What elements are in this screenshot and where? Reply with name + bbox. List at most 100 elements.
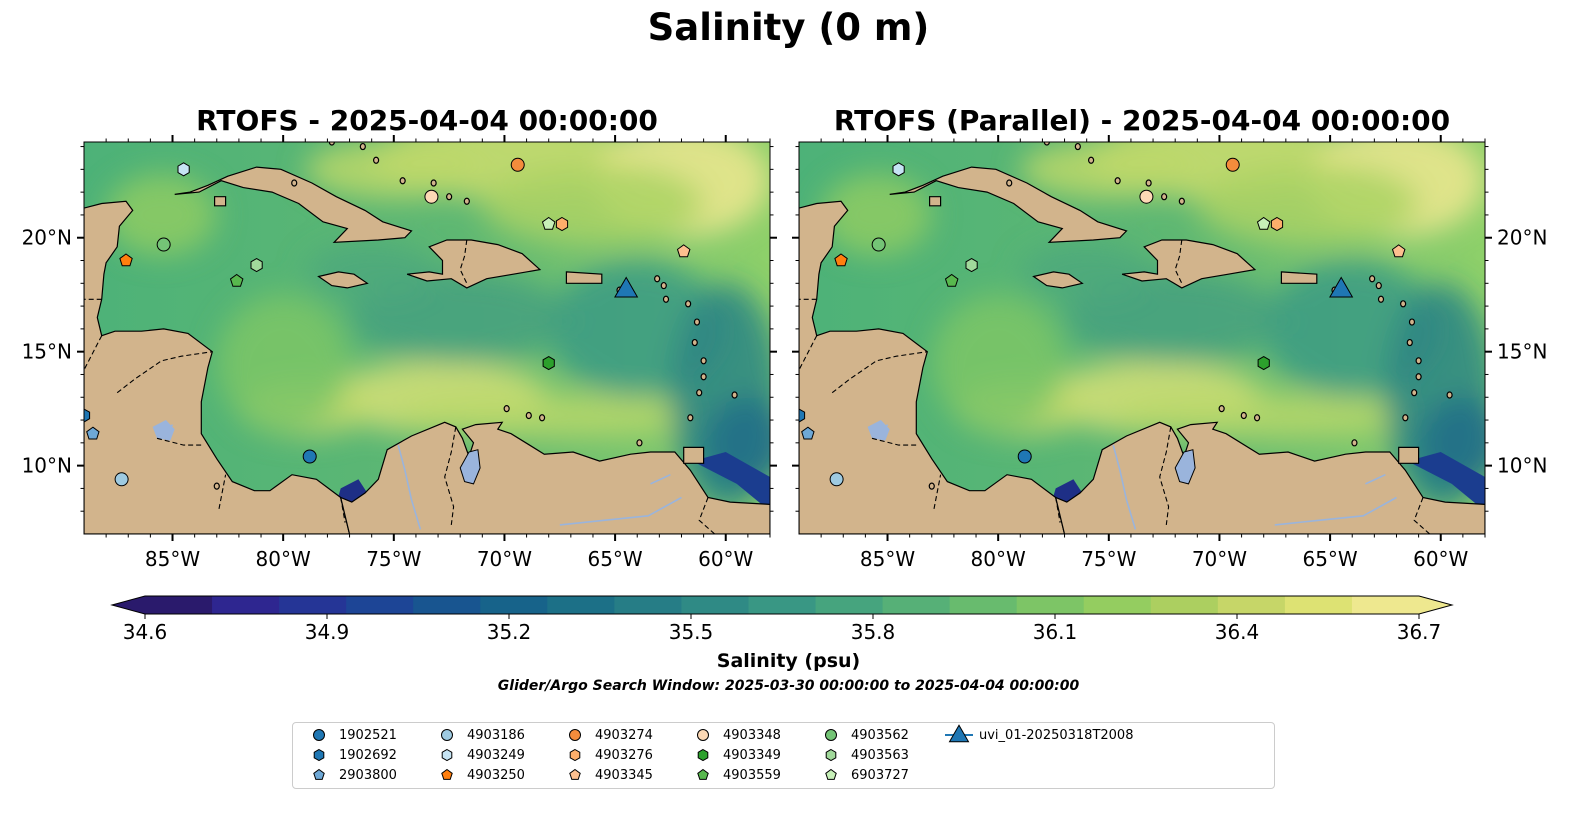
hexagon-marker-icon xyxy=(569,748,581,762)
colorbar-segment xyxy=(748,596,817,614)
legend-label: 4903563 xyxy=(851,747,909,763)
float-marker-4903349 xyxy=(1257,356,1270,371)
legend-label: 4903348 xyxy=(723,727,781,743)
lon-tick-label: 65°W xyxy=(1302,547,1357,571)
legend-label: 4903559 xyxy=(723,767,781,783)
colorbar-segment xyxy=(1284,596,1353,614)
float-marker-4903562 xyxy=(871,237,886,252)
lat-tick-label: 10°N xyxy=(1497,454,1547,478)
legend-item: 4903562 xyxy=(817,725,909,745)
lat-tick-label: 20°N xyxy=(22,226,72,250)
circle-marker-icon xyxy=(569,729,581,741)
colorbar-tick-label: 36.1 xyxy=(1032,620,1078,644)
float-marker-4903250 xyxy=(834,253,848,267)
legend-item: 6903727 xyxy=(817,765,909,785)
float-marker-4903559 xyxy=(944,273,959,287)
colorbar-segment xyxy=(1217,596,1286,614)
lon-tick-label: 80°W xyxy=(971,547,1026,571)
colorbar-segment xyxy=(212,596,280,614)
legend-label: 4903250 xyxy=(467,767,525,783)
float-marker-1902521 xyxy=(302,449,317,464)
legend-item: 4903349 xyxy=(689,745,781,765)
pentagon-marker-icon xyxy=(697,768,709,780)
figure-title: Salinity (0 m) xyxy=(647,6,930,49)
float-marker-4903186 xyxy=(829,472,844,487)
float-marker-4903276 xyxy=(1270,216,1284,232)
colorbar-tick-label: 34.6 xyxy=(122,620,168,644)
colorbar-tick-label: 34.9 xyxy=(304,620,350,644)
colorbar-tick-label: 35.2 xyxy=(486,620,532,644)
float-marker-4903563 xyxy=(250,258,263,273)
legend-label: 4903349 xyxy=(723,747,781,763)
hexagon-marker-icon xyxy=(441,748,453,762)
colorbar-tick-label: 35.5 xyxy=(668,620,714,644)
legend-item: 2903800 xyxy=(305,765,397,785)
hexagon-marker-icon xyxy=(697,748,709,762)
pentagon-marker-icon xyxy=(441,768,453,780)
colorbar-segment xyxy=(413,596,481,614)
float-marker-4903249 xyxy=(177,162,190,177)
legend-item: uvi_01-20250318T2008 xyxy=(945,724,1134,745)
lat-tick-label: 20°N xyxy=(1497,226,1547,250)
lon-tick-label: 60°W xyxy=(698,547,753,571)
legend-item: 4903274 xyxy=(561,725,653,745)
lon-tick-label: 75°W xyxy=(366,547,421,571)
float-marker-1902692 xyxy=(799,408,806,423)
hexagon-marker-icon xyxy=(313,748,325,762)
colorbar xyxy=(110,592,1454,619)
map-panel-rtofs-parallel[interactable]: 85°W 80°W 75°W 70°W 65°W 60°W 20°N 15°N 10°N xyxy=(792,135,1547,571)
float-marker-4903559 xyxy=(229,273,244,287)
legend-item: 4903563 xyxy=(817,745,909,765)
legend-label: uvi_01-20250318T2008 xyxy=(979,727,1134,743)
lon-tick-label: 75°W xyxy=(1081,547,1136,571)
float-marker-4903349 xyxy=(542,356,555,371)
lon-tick-label: 80°W xyxy=(256,547,311,571)
colorbar-extend-max xyxy=(1419,596,1452,614)
search-window-caption: Glider/Argo Search Window: 2025-03-30 00… xyxy=(497,678,1080,694)
float-marker-4903274 xyxy=(510,157,525,172)
float-marker-2903800 xyxy=(86,426,100,440)
colorbar-segment xyxy=(279,596,347,614)
colorbar-segment xyxy=(815,596,884,614)
float-marker-4903250 xyxy=(119,253,133,267)
colorbar-segment xyxy=(346,596,414,614)
legend-item: 4903348 xyxy=(689,725,781,745)
legend-item: 4903186 xyxy=(433,725,525,745)
float-marker-1902521 xyxy=(1017,449,1032,464)
legend-label: 2903800 xyxy=(339,767,397,783)
colorbar-segment xyxy=(614,596,683,614)
float-marker-4903249 xyxy=(892,162,905,177)
float-marker-uvi_01-20250318T2008 xyxy=(614,276,639,298)
colorbar-segment xyxy=(145,596,213,614)
colorbar-label: Salinity (psu) xyxy=(716,650,861,672)
legend: 1902521 1902692 2903800 4903186 4903249 49032… xyxy=(292,722,1275,789)
float-marker-4903562 xyxy=(156,237,171,252)
legend-label: 6903727 xyxy=(851,767,909,783)
colorbar-segment xyxy=(1083,596,1152,614)
legend-label: 1902692 xyxy=(339,747,397,763)
circle-marker-icon xyxy=(825,729,837,741)
panel-title-rtofs-parallel: RTOFS (Parallel) - 2025-04-04 00:00:00 xyxy=(833,104,1451,137)
colorbar-tick-label: 36.7 xyxy=(1396,620,1442,644)
legend-item: 4903559 xyxy=(689,765,781,785)
lon-tick-label: 65°W xyxy=(587,547,642,571)
float-marker-4903276 xyxy=(555,216,569,232)
float-marker-4903348 xyxy=(424,189,439,204)
map-panel-rtofs[interactable]: 85°W 80°W 75°W 70°W 65°W 60°W 20°N 15°N 10°N xyxy=(22,135,777,571)
colorbar-segment xyxy=(547,596,615,614)
colorbar-segment xyxy=(949,596,1018,614)
colorbar-extend-min xyxy=(112,596,145,614)
pentagon-marker-icon xyxy=(569,768,581,780)
lon-tick-label: 70°W xyxy=(1192,547,1247,571)
legend-label: 4903562 xyxy=(851,727,909,743)
float-marker-4903274 xyxy=(1225,157,1240,172)
legend-label: 4903186 xyxy=(467,727,525,743)
lon-tick-label: 85°W xyxy=(860,547,915,571)
float-marker-4903563 xyxy=(965,258,978,273)
colorbar-segment xyxy=(1150,596,1219,614)
lat-tick-label: 10°N xyxy=(22,454,72,478)
colorbar-segment xyxy=(480,596,548,614)
float-marker-2903800 xyxy=(801,426,815,440)
colorbar-tick-label: 36.4 xyxy=(1214,620,1260,644)
legend-item: 4903249 xyxy=(433,745,525,765)
